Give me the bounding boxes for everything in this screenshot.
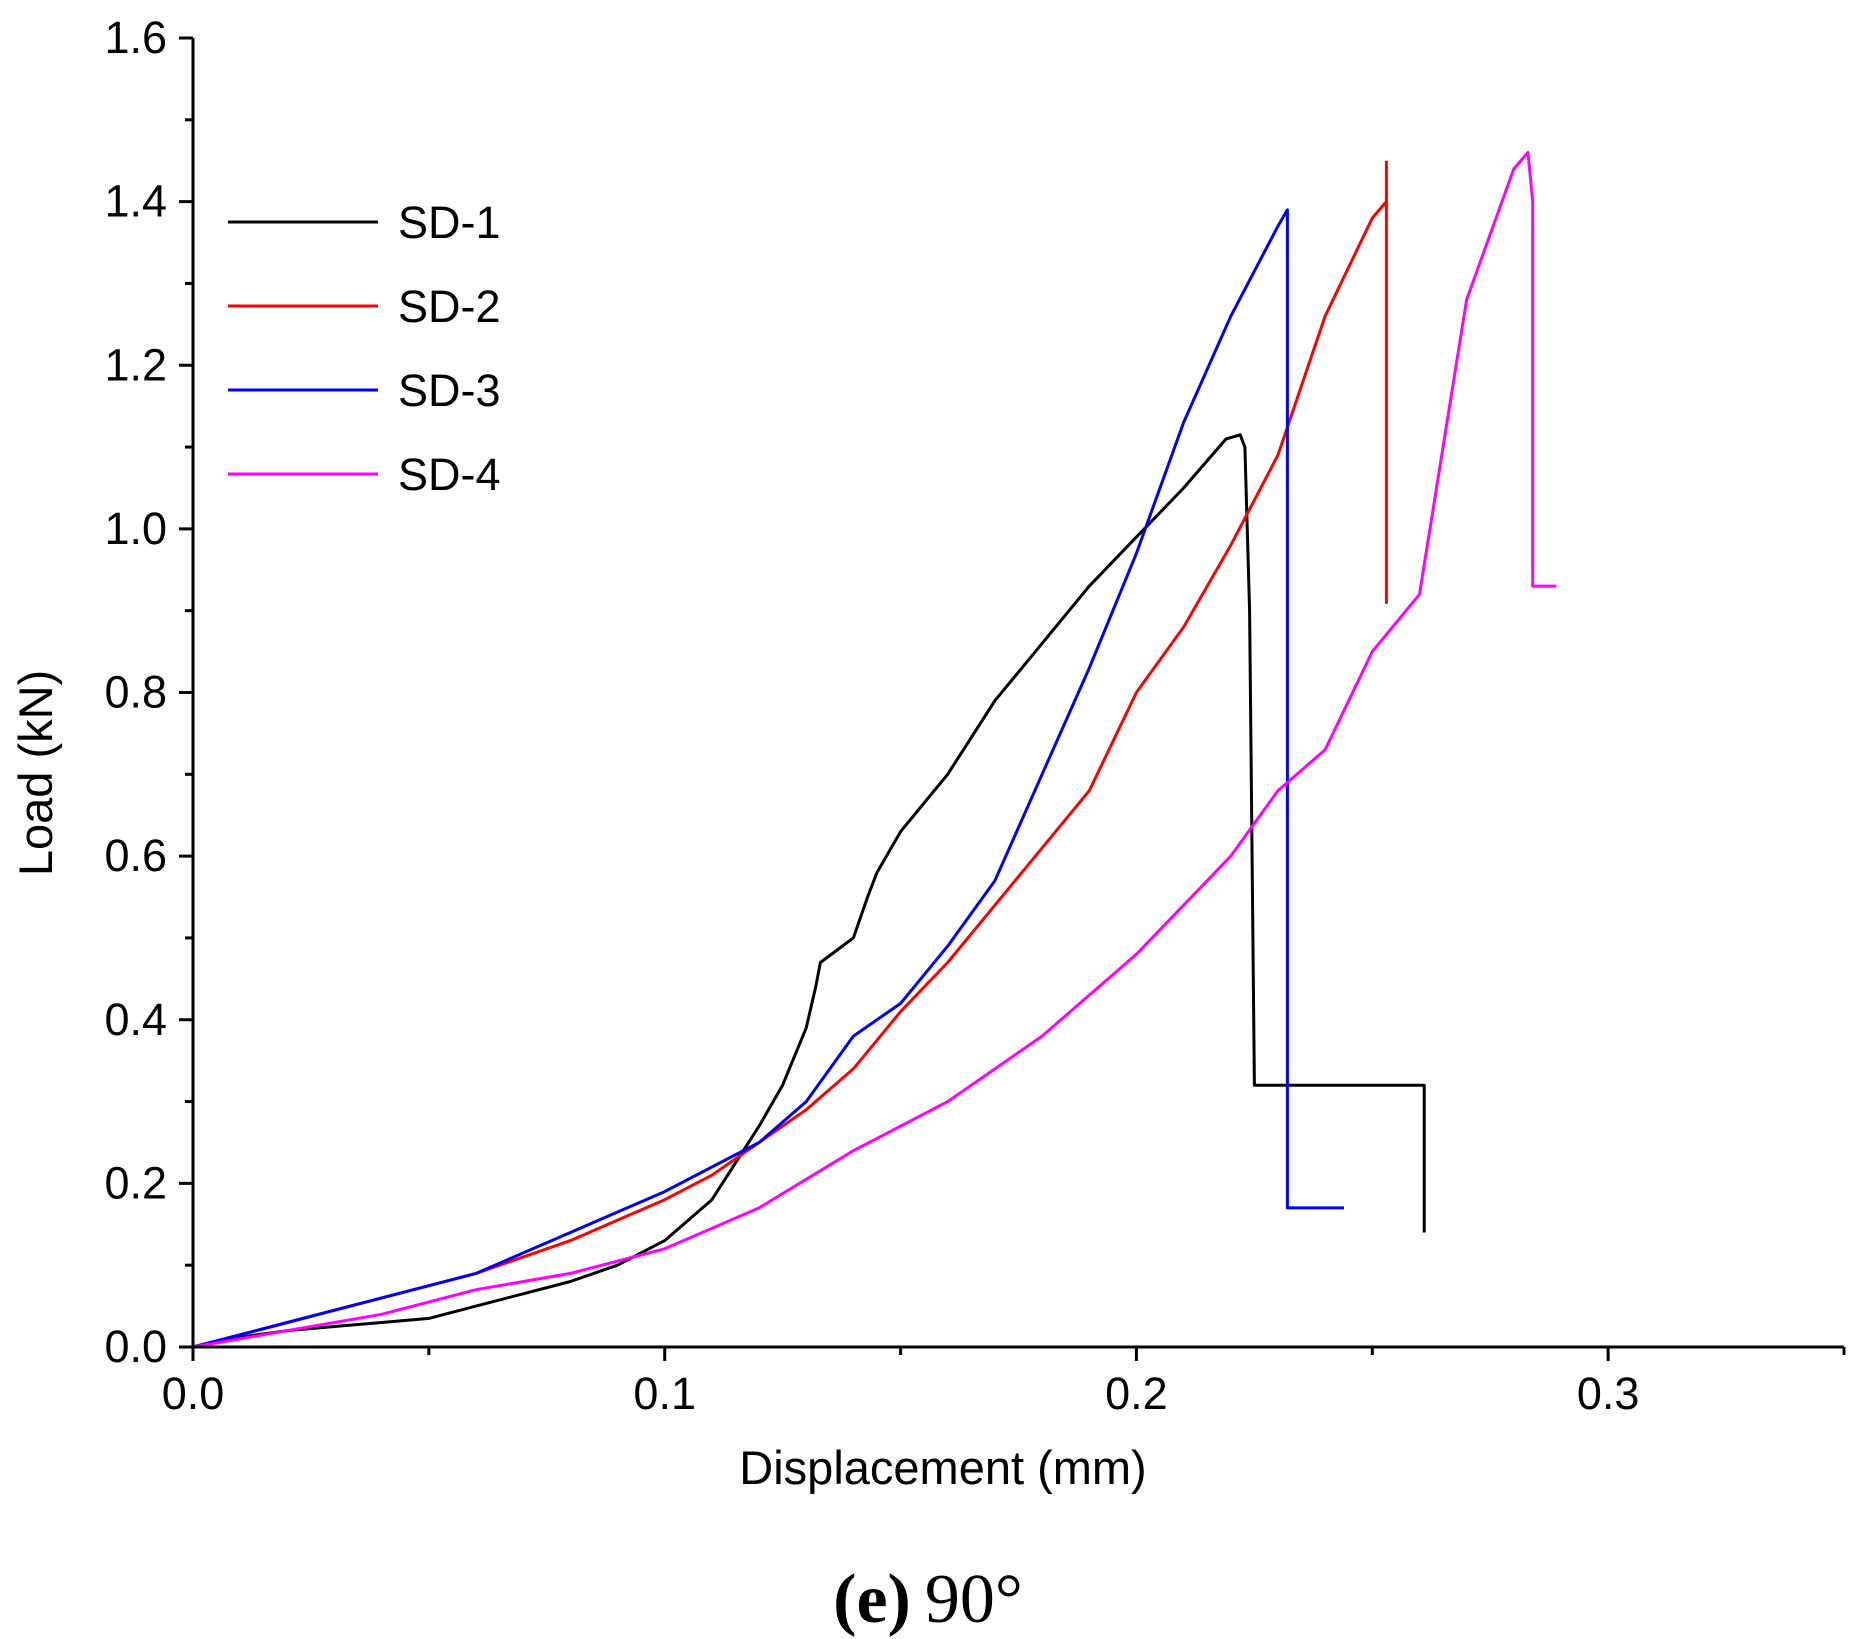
- x-tick-label: 0.1: [633, 1368, 696, 1419]
- y-axis-ticks: 0.0 0.2 0.4 0.6 0.8 1.0 1.2 1.4 1.6: [104, 12, 193, 1372]
- y-tick-label: 0.8: [104, 667, 167, 718]
- figure-caption: (e) 90°: [833, 1561, 1023, 1638]
- y-tick-label: 0.2: [104, 1157, 167, 1208]
- caption-angle: 90°: [925, 1561, 1023, 1638]
- y-tick-label: 0.0: [104, 1321, 167, 1372]
- series-lines: [192, 151, 1557, 1349]
- y-tick-label: 1.6: [104, 12, 167, 63]
- y-axis-title: Load (kN): [9, 670, 62, 876]
- y-tick-label: 1.0: [104, 503, 167, 554]
- y-tick-label: 0.4: [104, 994, 167, 1045]
- legend: SD-1 SD-2 SD-3 SD-4: [228, 197, 501, 500]
- legend-label: SD-1: [398, 197, 501, 248]
- series-line-sd-3: [192, 208, 1344, 1349]
- series-line-sd-2: [192, 160, 1388, 1349]
- legend-label: SD-4: [398, 449, 501, 500]
- x-axis-title: Displacement (mm): [739, 1441, 1146, 1494]
- x-tick-label: 0.0: [162, 1368, 225, 1419]
- caption-letter: (e): [833, 1561, 911, 1638]
- y-tick-label: 0.6: [104, 830, 167, 881]
- legend-label: SD-2: [398, 281, 501, 332]
- y-tick-label: 1.2: [104, 339, 167, 390]
- plot-area: 0.0 0.2 0.4 0.6 0.8 1.0 1.2 1.4 1.6 0.0 0.1 0.2 0.3: [104, 12, 1846, 1419]
- series-line-sd-1: [192, 433, 1426, 1349]
- y-tick-label: 1.4: [104, 176, 167, 227]
- legend-label: SD-3: [398, 365, 501, 416]
- x-tick-label: 0.2: [1105, 1368, 1168, 1419]
- x-tick-label: 0.3: [1577, 1368, 1640, 1419]
- series-line-sd-4: [192, 151, 1557, 1349]
- x-axis-ticks: 0.0 0.1 0.2 0.3: [162, 1347, 1846, 1419]
